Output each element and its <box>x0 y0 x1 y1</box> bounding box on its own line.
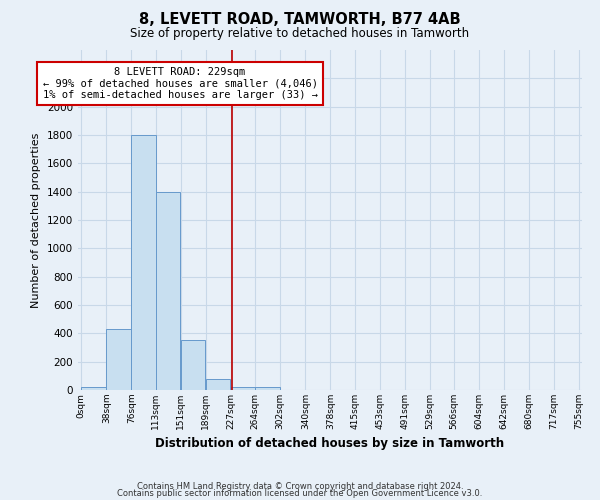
Bar <box>206 378 230 390</box>
Bar <box>156 192 180 390</box>
Y-axis label: Number of detached properties: Number of detached properties <box>31 132 41 308</box>
Bar <box>106 329 131 390</box>
Bar <box>231 387 255 390</box>
X-axis label: Distribution of detached houses by size in Tamworth: Distribution of detached houses by size … <box>155 438 505 450</box>
Text: 8 LEVETT ROAD: 229sqm
← 99% of detached houses are smaller (4,046)
1% of semi-de: 8 LEVETT ROAD: 229sqm ← 99% of detached … <box>43 67 317 100</box>
Text: Contains public sector information licensed under the Open Government Licence v3: Contains public sector information licen… <box>118 490 482 498</box>
Bar <box>255 387 280 390</box>
Text: Contains HM Land Registry data © Crown copyright and database right 2024.: Contains HM Land Registry data © Crown c… <box>137 482 463 491</box>
Text: 8, LEVETT ROAD, TAMWORTH, B77 4AB: 8, LEVETT ROAD, TAMWORTH, B77 4AB <box>139 12 461 28</box>
Bar <box>181 340 205 390</box>
Bar <box>81 387 106 390</box>
Text: Size of property relative to detached houses in Tamworth: Size of property relative to detached ho… <box>130 28 470 40</box>
Bar <box>131 135 156 390</box>
